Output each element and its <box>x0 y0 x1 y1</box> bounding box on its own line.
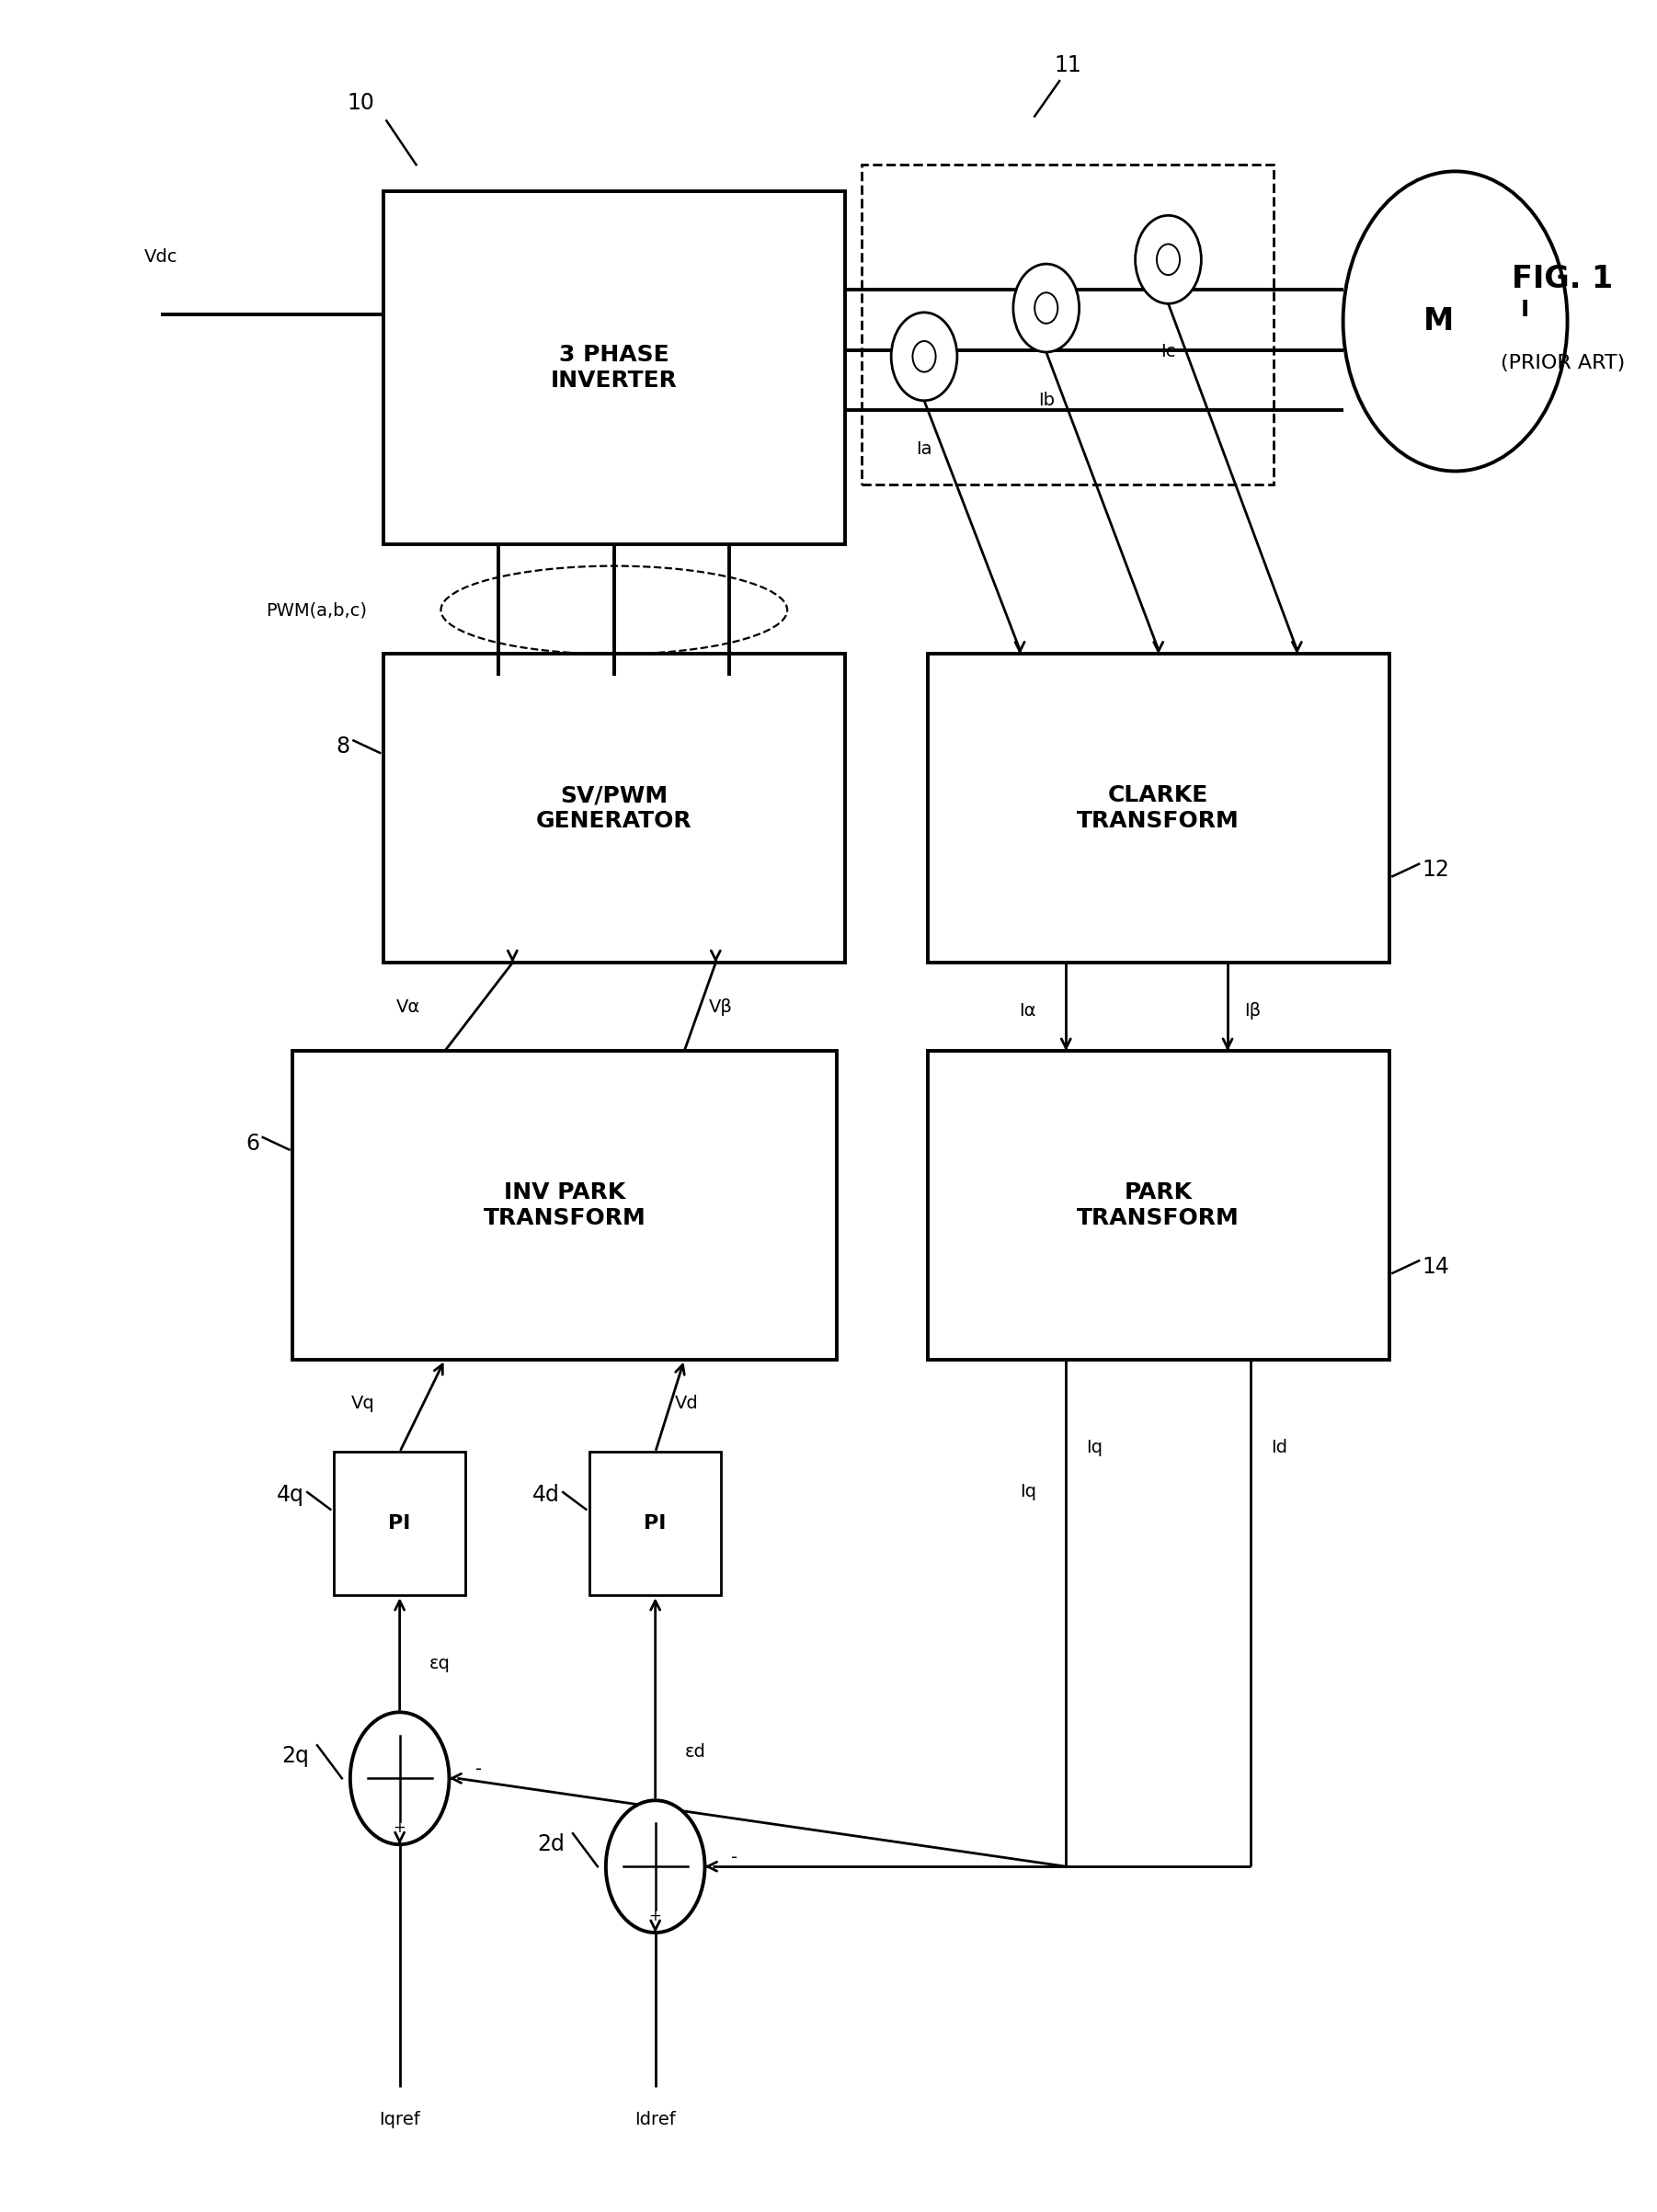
Circle shape <box>606 1801 704 1933</box>
Circle shape <box>1344 170 1568 471</box>
Text: FIG. 1: FIG. 1 <box>1511 263 1612 294</box>
Text: εd: εd <box>684 1743 706 1761</box>
Text: εq: εq <box>429 1655 451 1672</box>
Text: (PRIOR ART): (PRIOR ART) <box>1500 354 1624 372</box>
Text: Iβ: Iβ <box>1244 1002 1261 1020</box>
Text: I: I <box>1519 299 1529 321</box>
Text: 11: 11 <box>1054 55 1082 77</box>
Text: Iq: Iq <box>1019 1482 1036 1500</box>
Text: SV/PWM
GENERATOR: SV/PWM GENERATOR <box>537 785 693 832</box>
Text: Vβ: Vβ <box>709 998 732 1015</box>
Text: Vdc: Vdc <box>144 248 177 265</box>
Text: INV PARK
TRANSFORM: INV PARK TRANSFORM <box>484 1181 646 1230</box>
Circle shape <box>1157 243 1180 274</box>
Text: -: - <box>731 1849 737 1867</box>
Circle shape <box>913 341 936 372</box>
Bar <box>928 1051 1389 1360</box>
Text: 4q: 4q <box>277 1484 303 1506</box>
Text: PARK
TRANSFORM: PARK TRANSFORM <box>1077 1181 1239 1230</box>
Text: 2d: 2d <box>537 1834 565 1856</box>
Text: 4d: 4d <box>532 1484 560 1506</box>
Text: Ic: Ic <box>1162 343 1176 361</box>
Circle shape <box>1012 263 1079 352</box>
Text: CLARKE
TRANSFORM: CLARKE TRANSFORM <box>1077 785 1239 832</box>
Text: Id: Id <box>1271 1440 1287 1455</box>
Bar <box>862 164 1274 484</box>
Text: -: - <box>476 1761 482 1778</box>
Text: 6: 6 <box>245 1133 260 1155</box>
Text: Ia: Ia <box>916 440 933 458</box>
Bar <box>333 1451 466 1595</box>
Text: Iα: Iα <box>1019 1002 1036 1020</box>
Text: 8: 8 <box>336 737 350 759</box>
Text: Ib: Ib <box>1037 392 1054 409</box>
Circle shape <box>1135 215 1201 303</box>
Text: 10: 10 <box>348 93 374 115</box>
Bar <box>293 1051 837 1360</box>
Text: 3 PHASE
INVERTER: 3 PHASE INVERTER <box>550 343 678 392</box>
Text: 12: 12 <box>1422 858 1450 880</box>
Text: Idref: Idref <box>635 2110 676 2128</box>
Bar <box>928 655 1389 962</box>
Text: Iq: Iq <box>1085 1440 1102 1455</box>
Text: PWM(a,b,c): PWM(a,b,c) <box>265 602 366 619</box>
Text: PI: PI <box>645 1515 666 1533</box>
Bar <box>590 1451 721 1595</box>
Text: 2q: 2q <box>282 1745 308 1767</box>
Circle shape <box>891 312 958 400</box>
Text: Vd: Vd <box>674 1396 699 1411</box>
Text: PI: PI <box>388 1515 411 1533</box>
Text: Iqref: Iqref <box>379 2110 421 2128</box>
Text: Vq: Vq <box>351 1396 374 1411</box>
Bar <box>383 655 845 962</box>
Text: 14: 14 <box>1422 1256 1450 1279</box>
Text: +: + <box>650 1907 661 1924</box>
Text: Vα: Vα <box>396 998 421 1015</box>
Text: M: M <box>1423 305 1455 336</box>
Text: +: + <box>393 1820 406 1836</box>
Circle shape <box>1034 292 1057 323</box>
Bar <box>383 190 845 544</box>
Circle shape <box>350 1712 449 1845</box>
